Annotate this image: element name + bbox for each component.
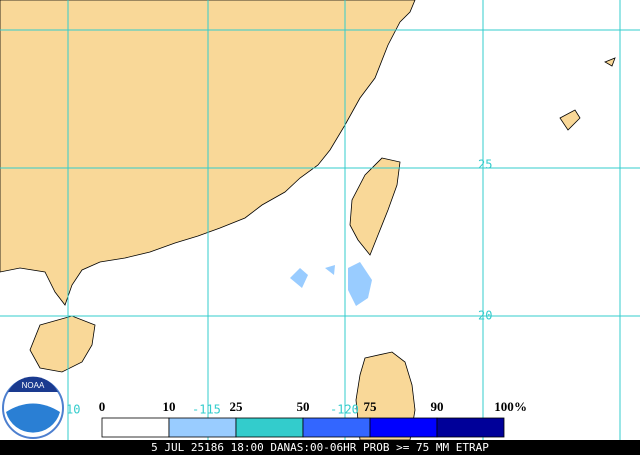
island [604, 57, 616, 67]
precip-area [348, 262, 372, 306]
logo-text: NOAA [22, 381, 45, 390]
island [559, 109, 581, 131]
legend-unit: % [514, 399, 527, 414]
legend-swatch [302, 417, 371, 438]
legend: 0 10 25 50 75 90 100% [99, 399, 527, 438]
legend-label: 25 [230, 399, 244, 414]
legend-label: 100 [494, 399, 514, 414]
precip [290, 262, 372, 306]
legend-label: 10 [163, 399, 176, 414]
legend-label: 75 [364, 399, 378, 414]
logo-top [8, 376, 58, 392]
hainan [29, 315, 96, 373]
lon-label: -120 [330, 403, 359, 417]
legend-label: 0 [99, 399, 106, 414]
precip-area [290, 268, 308, 288]
legend-swatch [101, 417, 170, 438]
lon-label: -115 [192, 403, 221, 417]
footer-text: 5 JUL 25186 18:00 DANAS:00-06HR PROB >= … [151, 441, 489, 454]
lon-label: 10 [66, 403, 80, 417]
legend-swatch [369, 417, 438, 438]
legend-swatch [168, 417, 237, 438]
legend-swatch [235, 417, 304, 438]
precip-area [325, 265, 335, 275]
footer-bar [0, 440, 640, 455]
graticule [0, 0, 640, 440]
logo-bottom [6, 403, 60, 433]
taiwan [349, 157, 401, 256]
legend-swatch [436, 417, 505, 438]
legend-label: 50 [297, 399, 310, 414]
noaa-logo: NOAA [2, 376, 64, 439]
legend-label: 90 [431, 399, 444, 414]
lat-label: 25 [478, 158, 492, 172]
lat-label: 20 [478, 309, 492, 323]
